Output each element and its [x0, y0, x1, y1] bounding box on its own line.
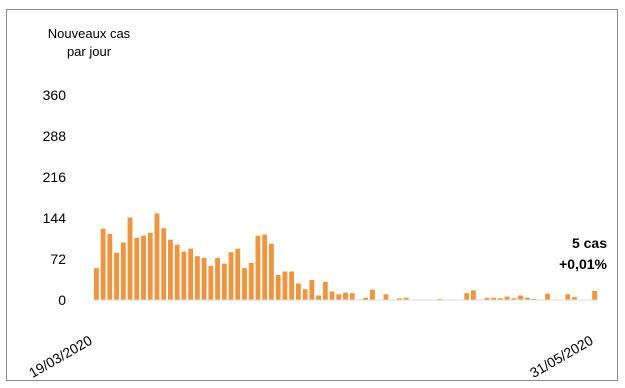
- bar: [504, 296, 510, 300]
- bar: [295, 283, 301, 300]
- bar: [201, 257, 207, 300]
- bar-series: [93, 213, 598, 301]
- bar: [181, 251, 187, 300]
- bar: [100, 228, 106, 300]
- bar: [248, 262, 254, 300]
- bar: [565, 294, 571, 300]
- bar: [235, 248, 241, 300]
- bar: [127, 217, 133, 300]
- bar: [194, 256, 200, 300]
- bar: [208, 265, 214, 300]
- bar: [141, 235, 146, 300]
- bar: [316, 295, 321, 300]
- bar: [93, 268, 99, 300]
- bar: [511, 298, 517, 300]
- bar: [383, 294, 389, 300]
- bar: [484, 297, 490, 300]
- bar: [168, 239, 173, 300]
- bar: [282, 271, 288, 300]
- bar: [154, 213, 160, 300]
- bar: [471, 290, 476, 300]
- bar: [592, 290, 598, 300]
- bar: [403, 297, 409, 300]
- bar: [221, 263, 227, 300]
- bar: [262, 234, 268, 300]
- y-tick-label: 0: [58, 292, 66, 308]
- bar: [343, 292, 348, 300]
- y-axis-title: Nouveaux cas par jour: [30, 25, 148, 61]
- y-tick-label: 216: [42, 169, 66, 185]
- bar: [228, 252, 234, 300]
- bar: [215, 257, 220, 300]
- bar: [363, 297, 369, 300]
- bar: [269, 243, 274, 301]
- bar: [275, 274, 281, 300]
- y-tick-label: 360: [42, 87, 66, 103]
- bar: [329, 291, 335, 300]
- bar: [497, 298, 503, 300]
- bar: [518, 295, 523, 300]
- bar: [242, 268, 247, 300]
- bar: [289, 271, 295, 300]
- bar: [161, 228, 167, 300]
- bar: [545, 293, 550, 300]
- bar: [524, 297, 530, 300]
- bar: [188, 248, 194, 300]
- annotation-cases: 5 cas: [571, 235, 607, 251]
- chart-frame: [6, 9, 618, 381]
- bar: [134, 237, 140, 300]
- bar: [107, 233, 113, 300]
- bar: [174, 244, 180, 300]
- y-axis-title-line1: Nouveaux cas: [47, 26, 131, 41]
- bar: [120, 242, 126, 300]
- y-tick-label: 144: [42, 210, 66, 226]
- y-axis-title-line2: par jour: [66, 44, 112, 59]
- bar: [370, 289, 375, 300]
- bar: [302, 289, 308, 300]
- bar: [531, 298, 537, 300]
- bar: [255, 235, 261, 300]
- bar: [491, 297, 497, 300]
- bar: [396, 298, 402, 300]
- bar: [114, 252, 119, 300]
- bar: [309, 280, 315, 300]
- bar: [322, 281, 328, 300]
- annotation-percent: +0,01%: [559, 256, 607, 272]
- y-tick-label: 72: [50, 251, 66, 267]
- bar: [147, 232, 153, 300]
- bar: [464, 293, 470, 300]
- bar: [336, 294, 342, 300]
- bar: [437, 298, 443, 300]
- bar: [349, 293, 355, 300]
- bar: [572, 297, 577, 300]
- y-tick-label: 288: [42, 128, 66, 144]
